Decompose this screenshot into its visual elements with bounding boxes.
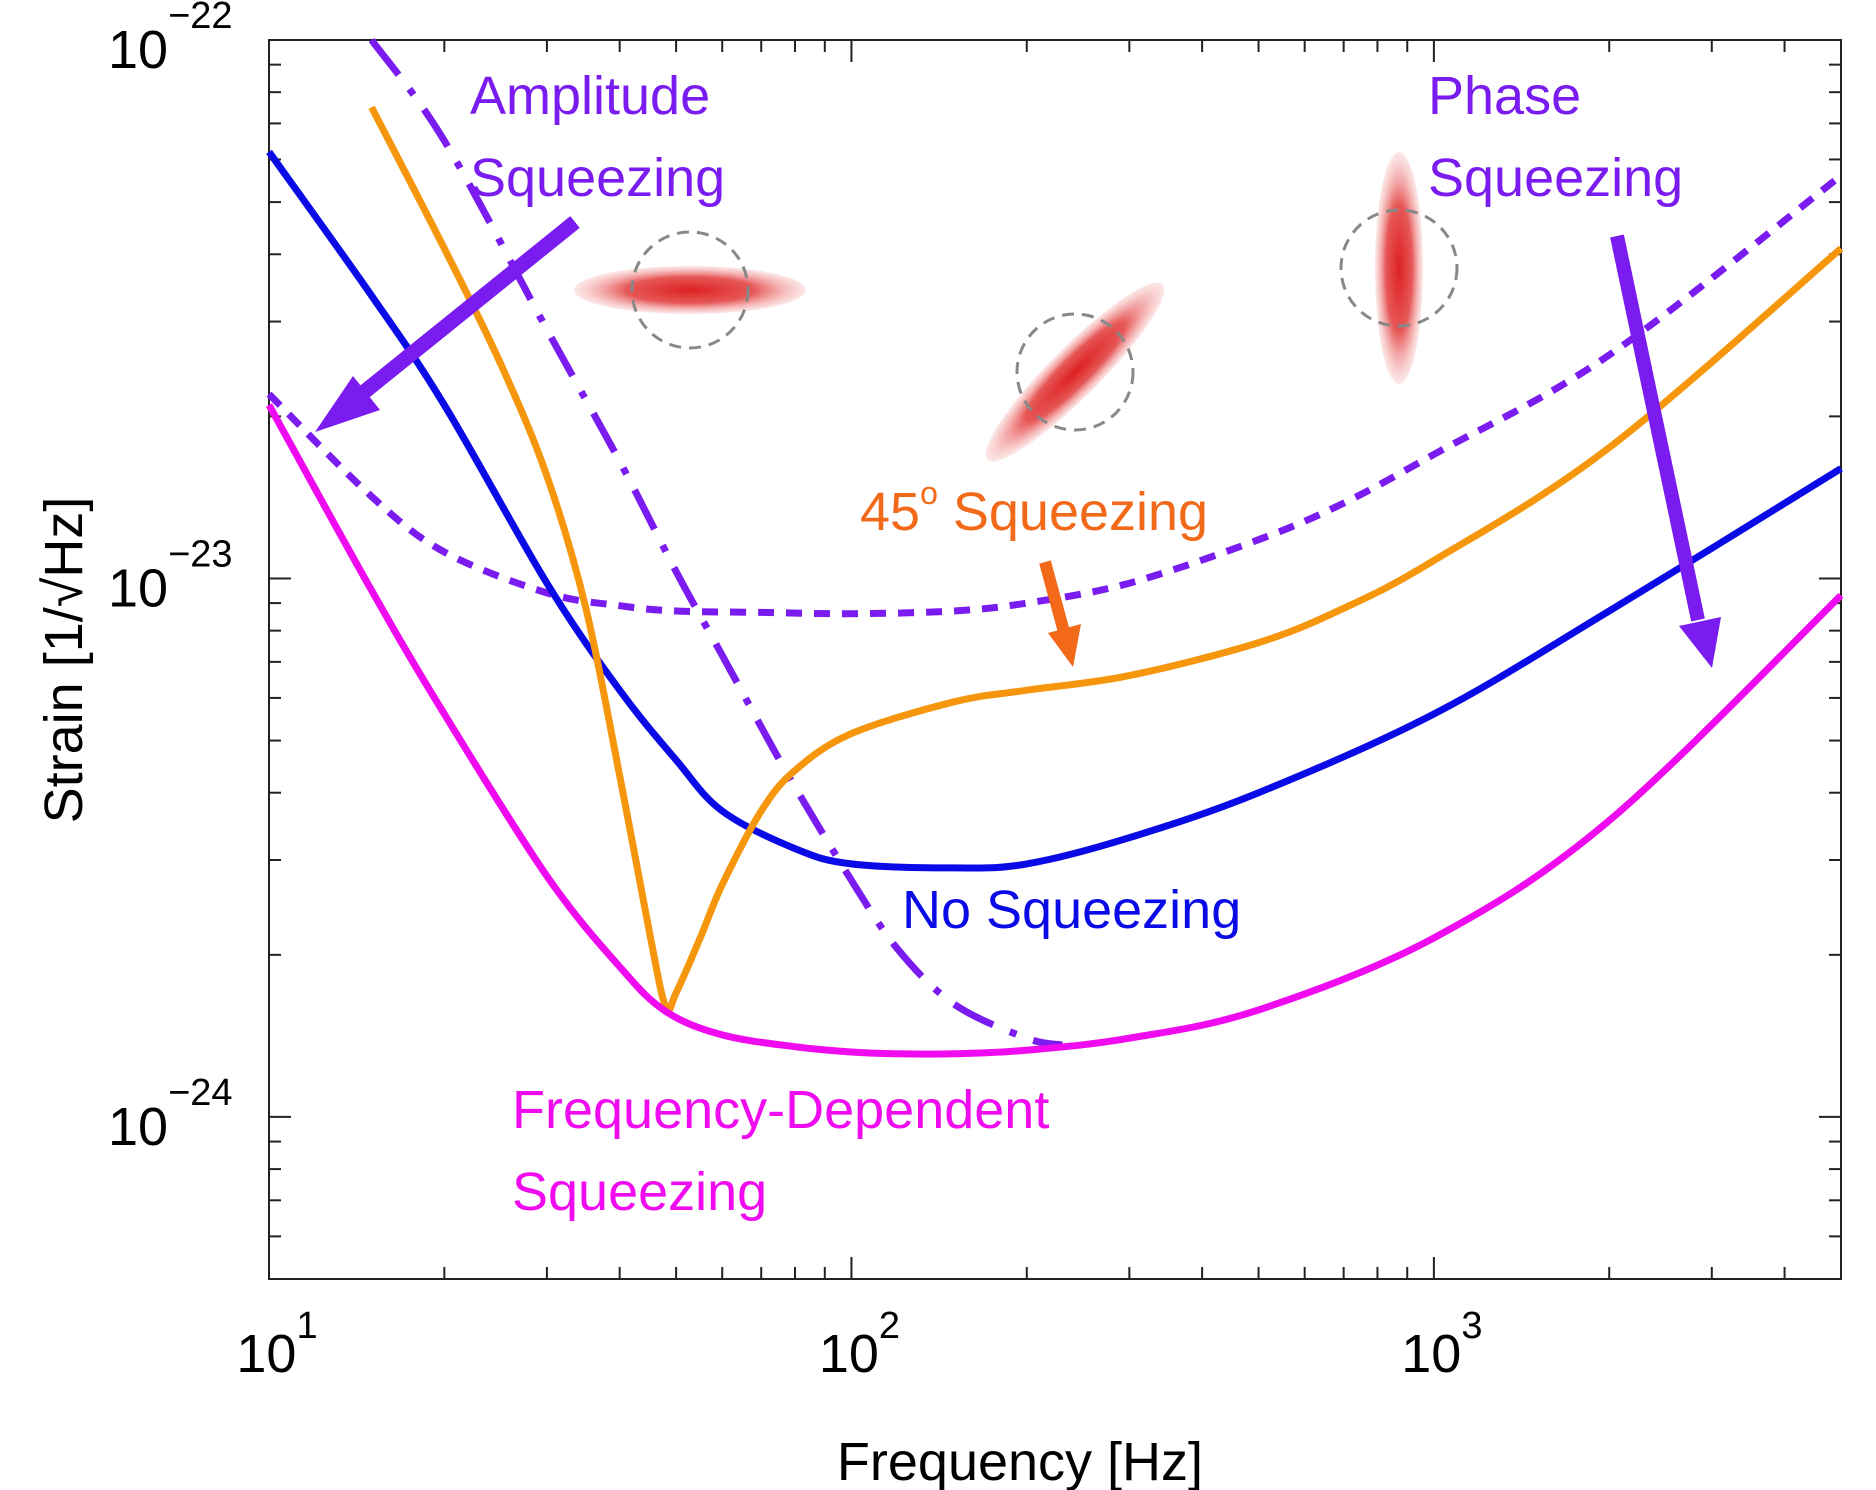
series-no-squeezing [266, 149, 1843, 872]
phase-arrow [1610, 234, 1721, 668]
series-phase-squeezing [266, 172, 1844, 618]
45deg-arrow [1039, 560, 1081, 667]
fd-squeezing-label: Frequency-Dependent [512, 1080, 1049, 1140]
series-frequency-dependent-squeezing [265, 403, 1844, 1058]
no-squeezing-label: No Squeezing [902, 880, 1241, 940]
phase-label: Phase [1428, 66, 1581, 126]
x-tick-label: 101 [236, 1305, 317, 1384]
y-tick-base: 10 [108, 558, 168, 618]
y-tick-base: 10 [108, 20, 168, 80]
amplitude-squeeze-ellipse-icon [574, 230, 806, 350]
y-tick-exp: −24 [168, 1072, 232, 1114]
x-axis-title: Frequency [Hz] [837, 1432, 1203, 1490]
45deg-label: 45o Squeezing [860, 475, 1208, 542]
y-axis-title: Strain [1/√Hz] [34, 497, 94, 824]
phase-squeeze-ellipse-icon [1339, 152, 1459, 384]
x-tick-exp: 1 [296, 1305, 317, 1347]
y-tick-label: 10−22 [108, 0, 233, 80]
amplitude-label-line2: Squeezing [470, 148, 725, 208]
y-tick-label: 10−23 [108, 533, 233, 618]
45deg-label-number: 45 [860, 482, 920, 542]
x-tick-base: 10 [1401, 1324, 1461, 1384]
plot-frame [268, 39, 1842, 1280]
amplitude-label: Amplitude [470, 66, 710, 126]
45deg-squeeze-ellipse-icon [985, 282, 1165, 462]
x-tick-label: 102 [819, 1305, 900, 1384]
x-tick-base: 10 [819, 1324, 879, 1384]
x-tick-base: 10 [236, 1324, 296, 1384]
series-layer [265, 37, 1844, 1058]
x-tick-label: 103 [1401, 1305, 1482, 1384]
phase-label-line2: Squeezing [1428, 148, 1683, 208]
y-tick-exp: −22 [168, 0, 232, 37]
y-tick-base: 10 [108, 1097, 168, 1157]
amplitude-arrow [315, 216, 580, 432]
y-tick-label: 10−24 [108, 1072, 233, 1157]
y-tick-exp: −23 [168, 533, 232, 575]
fd-squeezing-label-line2: Squeezing [512, 1162, 767, 1222]
series-45-squeezing [368, 105, 1844, 1015]
45deg-label-text: Squeezing [938, 482, 1208, 542]
x-tick-exp: 2 [879, 1305, 900, 1347]
45deg-label-degree: o [920, 475, 938, 511]
x-tick-exp: 3 [1461, 1305, 1482, 1347]
